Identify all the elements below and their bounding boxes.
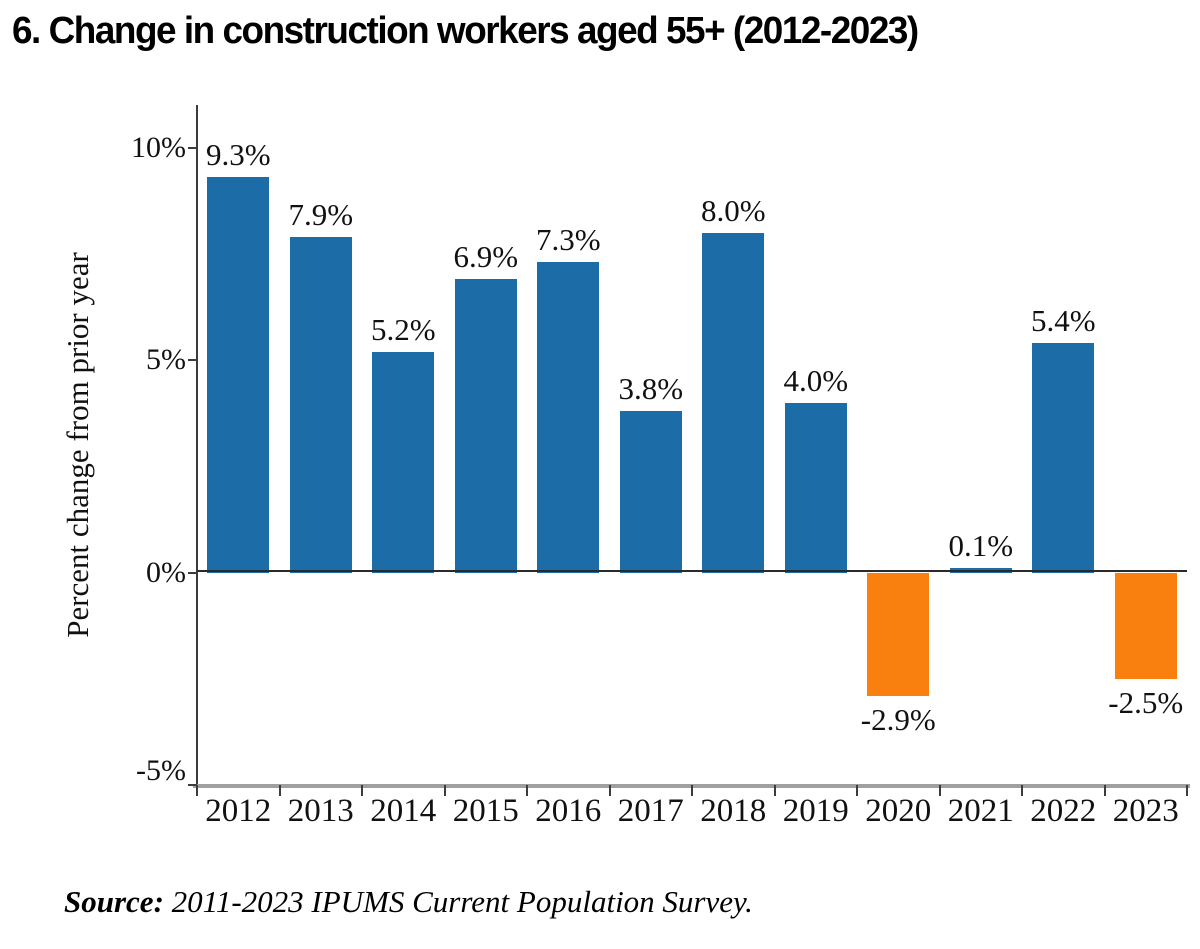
y-tick-label: -5% bbox=[136, 754, 186, 787]
bar-2020 bbox=[867, 572, 930, 696]
bar-2023 bbox=[1114, 572, 1177, 679]
x-tick bbox=[1186, 785, 1188, 796]
y-tick bbox=[188, 784, 197, 786]
bar-2019 bbox=[784, 402, 847, 573]
bar-2015 bbox=[454, 279, 517, 573]
bar-value-label: 5.4% bbox=[1030, 303, 1096, 338]
bar-value-label: 3.8% bbox=[618, 371, 684, 406]
x-tick bbox=[691, 785, 693, 796]
x-tick-label: 2013 bbox=[287, 793, 354, 829]
x-tick-label: 2021 bbox=[947, 793, 1014, 829]
bar-2013 bbox=[289, 236, 352, 573]
bar-2012 bbox=[207, 177, 270, 573]
x-tick-label: 2023 bbox=[1112, 793, 1179, 829]
y-tick bbox=[188, 571, 197, 574]
y-tick bbox=[188, 359, 197, 361]
x-tick bbox=[1021, 785, 1023, 796]
x-tick-label: 2016 bbox=[535, 793, 602, 829]
x-tick bbox=[1103, 785, 1106, 796]
source-note: Source: 2011-2023 IPUMS Current Populati… bbox=[64, 884, 753, 920]
bar-2017 bbox=[619, 411, 682, 573]
bar-2018 bbox=[702, 232, 765, 573]
bar-2022 bbox=[1032, 343, 1095, 573]
bar-2016 bbox=[537, 262, 600, 573]
y-axis-line bbox=[196, 105, 198, 786]
source-label: Source: bbox=[64, 884, 164, 919]
x-tick bbox=[608, 785, 611, 796]
x-tick-label: 2020 bbox=[865, 793, 932, 829]
x-tick-label: 2017 bbox=[617, 793, 684, 829]
y-tick-label: 5% bbox=[146, 343, 186, 376]
x-tick-label: 2015 bbox=[452, 793, 519, 829]
bar-value-label: 9.3% bbox=[205, 137, 271, 173]
bar-value-label: 5.2% bbox=[370, 311, 436, 347]
bar-value-label: -2.5% bbox=[1108, 684, 1184, 720]
x-tick bbox=[773, 785, 776, 796]
x-tick-label: 2012 bbox=[205, 793, 272, 829]
bar-value-label: 8.0% bbox=[700, 192, 766, 228]
y-tick-label: 10% bbox=[131, 130, 186, 164]
x-tick-label: 2022 bbox=[1030, 793, 1097, 829]
x-tick bbox=[361, 785, 363, 796]
x-tick-label: 2014 bbox=[370, 793, 437, 829]
x-tick-label: 2018 bbox=[700, 793, 767, 829]
source-text: 2011-2023 IPUMS Current Population Surve… bbox=[163, 884, 753, 919]
y-tick-label: 0% bbox=[146, 555, 186, 589]
x-tick bbox=[196, 785, 198, 796]
bar-value-label: 4.0% bbox=[783, 362, 849, 398]
bar-value-label: 7.3% bbox=[535, 222, 601, 258]
x-tick bbox=[278, 785, 281, 796]
chart-title: 6. Change in construction workers aged 5… bbox=[12, 10, 919, 52]
bar-value-label: 6.9% bbox=[453, 239, 519, 275]
x-tick bbox=[443, 785, 446, 796]
y-tick bbox=[188, 146, 197, 149]
bar-value-label: 7.9% bbox=[288, 196, 354, 232]
x-tick bbox=[526, 785, 528, 796]
x-tick bbox=[856, 785, 858, 796]
bar-value-label: 0.1% bbox=[948, 528, 1014, 564]
x-tick-label: 2019 bbox=[782, 793, 849, 829]
bar-2014 bbox=[372, 351, 435, 573]
zero-baseline bbox=[197, 570, 1187, 572]
x-tick bbox=[938, 785, 941, 796]
bar-value-label: -2.9% bbox=[860, 701, 936, 737]
